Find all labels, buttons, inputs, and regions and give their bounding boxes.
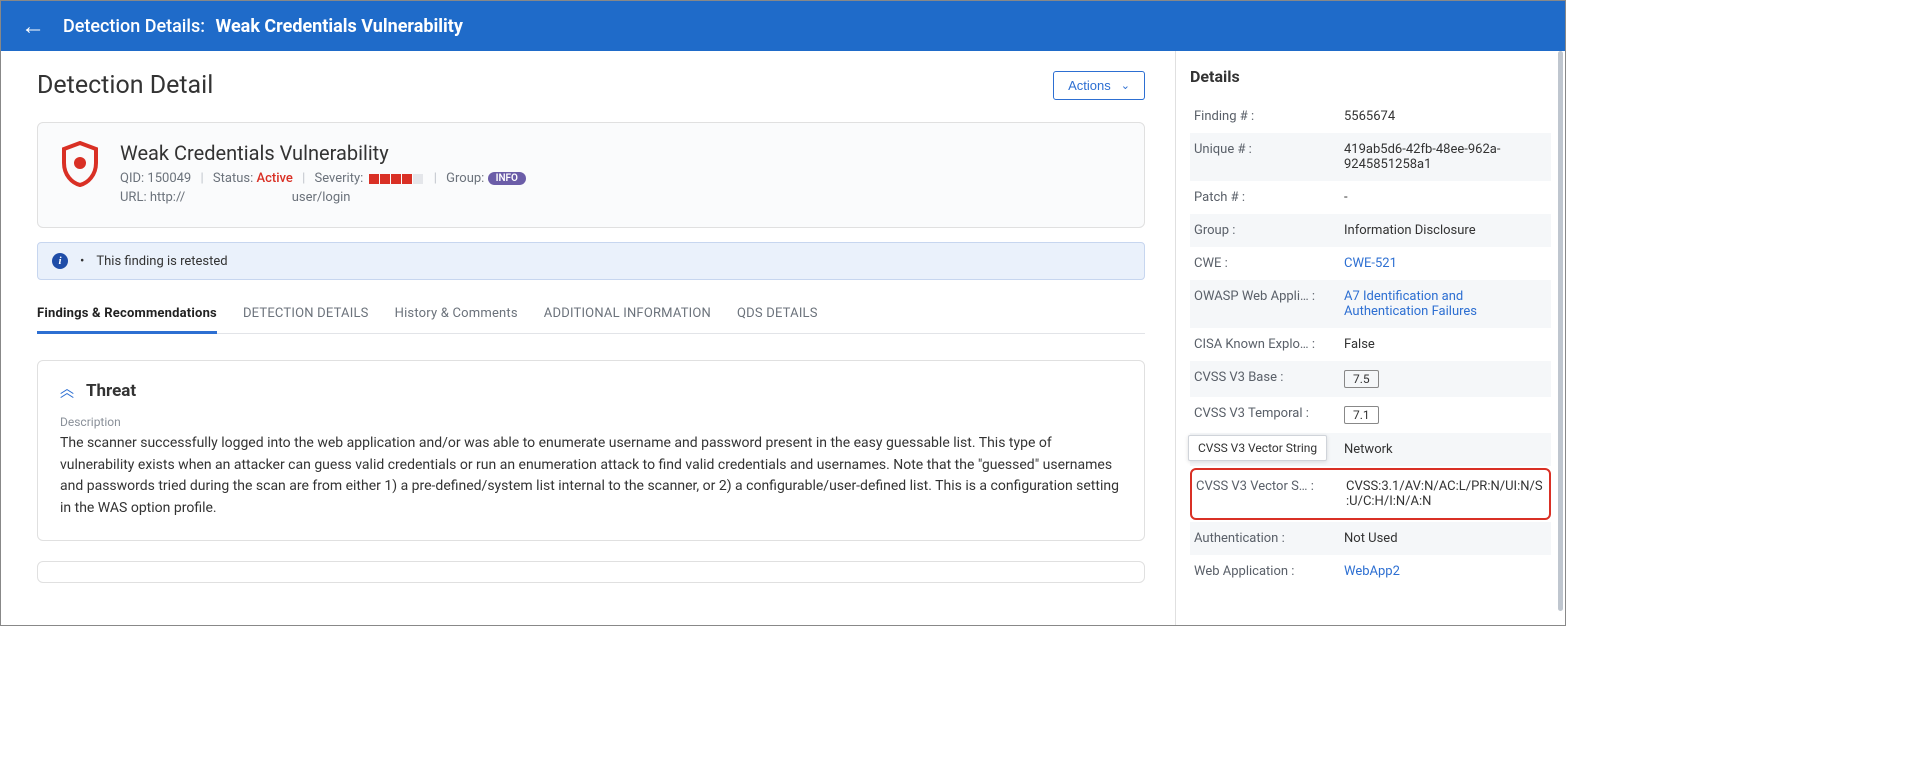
detail-label: CISA Known Explo… [1194,337,1344,352]
detail-row: CVSS V3 Temporal7.1 [1190,397,1551,433]
detail-value: 5565674 [1344,109,1547,124]
summary-card: Weak Credentials Vulnerability QID: 1500… [37,122,1145,228]
detail-value: Not Used [1344,531,1547,546]
threat-heading: Threat [86,381,136,401]
detail-row: AuthenticationNot Used [1190,522,1551,555]
actions-label: Actions [1068,78,1111,93]
meta-line-1: QID: 150049 | Status: Active | Severity:… [120,171,526,186]
tab-findings-recommendations[interactable]: Findings & Recommendations [37,298,217,334]
status-value: Active [256,171,292,186]
detail-row: Web ApplicationWebApp2 [1190,555,1551,588]
chevron-down-icon: ⌄ [1121,79,1130,92]
topbar-name: Weak Credentials Vulnerability [215,16,462,37]
detail-row: CVSS V3 Vector S…CVSS:3.1/AV:N/AC:L/PR:N… [1192,470,1549,518]
detail-label: CVSS V3 Temporal [1194,406,1344,421]
meta-line-2: URL: http:// user/login [120,190,526,205]
detail-row: Network CVSS V3 Vector String [1190,433,1551,466]
actions-button[interactable]: Actions ⌄ [1053,71,1145,100]
next-section-card [37,561,1145,583]
detail-label: Finding # [1194,109,1344,124]
detail-label: Patch # [1194,190,1344,205]
detail-row: CISA Known Explo…False [1190,328,1551,361]
detail-value: False [1344,337,1547,352]
detail-value[interactable]: CWE-521 [1344,256,1547,271]
highlighted-row: CVSS V3 Vector S…CVSS:3.1/AV:N/AC:L/PR:N… [1190,468,1551,520]
detail-row: Finding #5565674 [1190,100,1551,133]
detail-value[interactable]: WebApp2 [1344,564,1547,579]
topbar-title: Detection Details: Weak Credentials Vuln… [63,16,463,37]
group-badge: INFO [488,172,526,185]
tab-history-comments[interactable]: History & Comments [395,298,518,333]
description-text: The scanner successfully logged into the… [60,433,1122,520]
tooltip: CVSS V3 Vector String [1188,435,1327,461]
detail-label: Group [1194,223,1344,238]
tabs: Findings & Recommendations DETECTION DETA… [37,298,1145,334]
description-label: Description [60,415,1122,429]
shield-icon [60,141,100,209]
detail-value: Information Disclosure [1344,223,1547,238]
vuln-title: Weak Credentials Vulnerability [120,141,526,165]
tab-qds-details[interactable]: QDS DETAILS [737,298,818,333]
detail-row: CVSS V3 Base7.5 [1190,361,1551,397]
page-title: Detection Detail [37,71,213,100]
main-content: Detection Detail Actions ⌄ Weak Credenti… [1,51,1175,625]
back-arrow-icon[interactable]: ← [21,12,45,41]
collapse-icon[interactable]: ︿︿ [60,385,74,397]
threat-section: ︿︿ Threat Description The scanner succes… [37,360,1145,541]
scrollbar[interactable] [1558,51,1563,611]
detail-label: CWE [1194,256,1344,271]
detail-value: 7.1 [1344,406,1547,424]
details-panel: Details Finding #5565674Unique #419ab5d6… [1175,51,1565,625]
retested-banner: i • This finding is retested [37,242,1145,280]
tab-detection-details[interactable]: DETECTION DETAILS [243,298,369,333]
details-title: Details [1190,67,1551,86]
detail-value: Network [1344,442,1547,457]
info-icon: i [52,253,68,269]
detail-value: CVSS:3.1/AV:N/AC:L/PR:N/UI:N/S:U/C:H/I:N… [1346,479,1545,509]
detail-label: Web Application [1194,564,1344,579]
retested-text: This finding is retested [96,254,227,269]
detail-row: Patch #- [1190,181,1551,214]
topbar-prefix: Detection Details: [63,16,205,37]
tab-additional-information[interactable]: ADDITIONAL INFORMATION [544,298,711,333]
detail-label: Authentication [1194,531,1344,546]
detail-value: 7.5 [1344,370,1547,388]
severity-bars [369,174,423,184]
detail-label: Unique # [1194,142,1344,157]
detail-value: 419ab5d6-42fb-48ee-962a-9245851258a1 [1344,142,1547,172]
detail-row: CWECWE-521 [1190,247,1551,280]
top-bar: ← Detection Details: Weak Credentials Vu… [1,1,1565,51]
detail-label: OWASP Web Appli… [1194,289,1344,304]
detail-row: Unique #419ab5d6-42fb-48ee-962a-92458512… [1190,133,1551,181]
detail-value[interactable]: A7 Identification and Authentication Fai… [1344,289,1547,319]
detail-row: OWASP Web Appli…A7 Identification and Au… [1190,280,1551,328]
detail-row: GroupInformation Disclosure [1190,214,1551,247]
detail-value: - [1344,190,1547,205]
detail-label: CVSS V3 Vector S… [1196,479,1346,494]
detail-label: CVSS V3 Base [1194,370,1344,385]
